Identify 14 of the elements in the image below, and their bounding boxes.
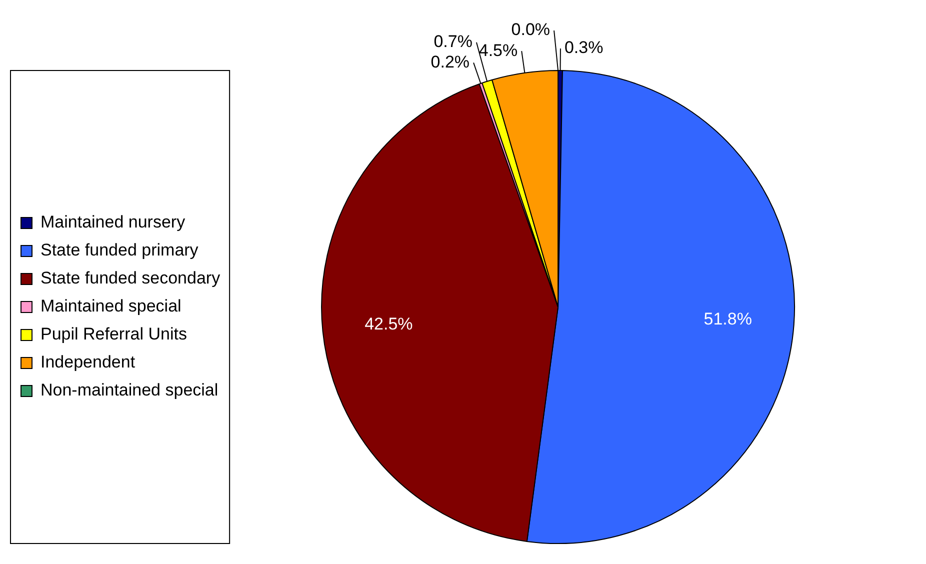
legend-label: Non-maintained special xyxy=(40,380,218,400)
text: 0.0% xyxy=(511,20,550,40)
data-label: 4.5% xyxy=(478,40,518,60)
data-label: 42.5% xyxy=(364,314,413,334)
legend-label: State funded primary xyxy=(40,240,199,260)
data-label: 0.7% xyxy=(434,32,472,52)
legend-label: State funded secondary xyxy=(40,268,221,288)
legend-label: Maintained special xyxy=(40,296,182,316)
data-label: 51.8% xyxy=(704,310,752,329)
legend-label: Independent xyxy=(40,352,136,372)
data-label: 0.2% xyxy=(430,52,470,72)
legend-label: Pupil Referral Units xyxy=(40,324,187,344)
data-label: 0.3% xyxy=(564,38,604,58)
legend-label: Maintained nursery xyxy=(40,212,186,232)
